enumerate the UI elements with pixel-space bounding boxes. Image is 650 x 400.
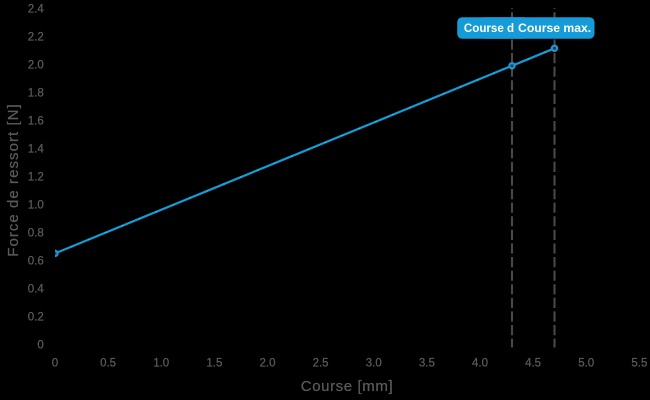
svg-text:1.4: 1.4 (28, 143, 45, 155)
svg-text:4.0: 4.0 (472, 358, 488, 370)
svg-text:Course d: Course d (464, 22, 514, 35)
svg-text:2.5: 2.5 (313, 358, 329, 370)
svg-text:2.4: 2.4 (28, 3, 45, 15)
svg-text:0: 0 (37, 339, 43, 351)
svg-text:0.8: 0.8 (28, 227, 44, 239)
svg-text:Force de ressort [N]: Force de ressort [N] (5, 103, 22, 257)
svg-text:1.2: 1.2 (28, 171, 44, 183)
svg-text:1.8: 1.8 (28, 87, 44, 99)
svg-text:1.6: 1.6 (28, 115, 44, 127)
svg-text:0.2: 0.2 (28, 311, 44, 323)
svg-text:4.5: 4.5 (525, 358, 541, 370)
svg-text:0.6: 0.6 (28, 255, 44, 267)
svg-text:2.0: 2.0 (28, 59, 44, 71)
svg-text:5.0: 5.0 (578, 358, 594, 370)
svg-text:2.0: 2.0 (260, 358, 276, 370)
svg-text:0.4: 0.4 (28, 283, 45, 295)
svg-text:Course [mm]: Course [mm] (301, 378, 393, 395)
svg-text:2.2: 2.2 (28, 31, 44, 43)
svg-text:1.5: 1.5 (206, 358, 222, 370)
svg-text:0.5: 0.5 (100, 358, 116, 370)
svg-text:3.0: 3.0 (366, 358, 382, 370)
svg-text:5.5: 5.5 (631, 358, 647, 370)
svg-text:0: 0 (52, 358, 58, 370)
svg-text:1.0: 1.0 (153, 358, 169, 370)
svg-text:1.0: 1.0 (28, 199, 44, 211)
svg-text:Course max.: Course max. (518, 21, 591, 35)
svg-text:3.5: 3.5 (419, 358, 435, 370)
